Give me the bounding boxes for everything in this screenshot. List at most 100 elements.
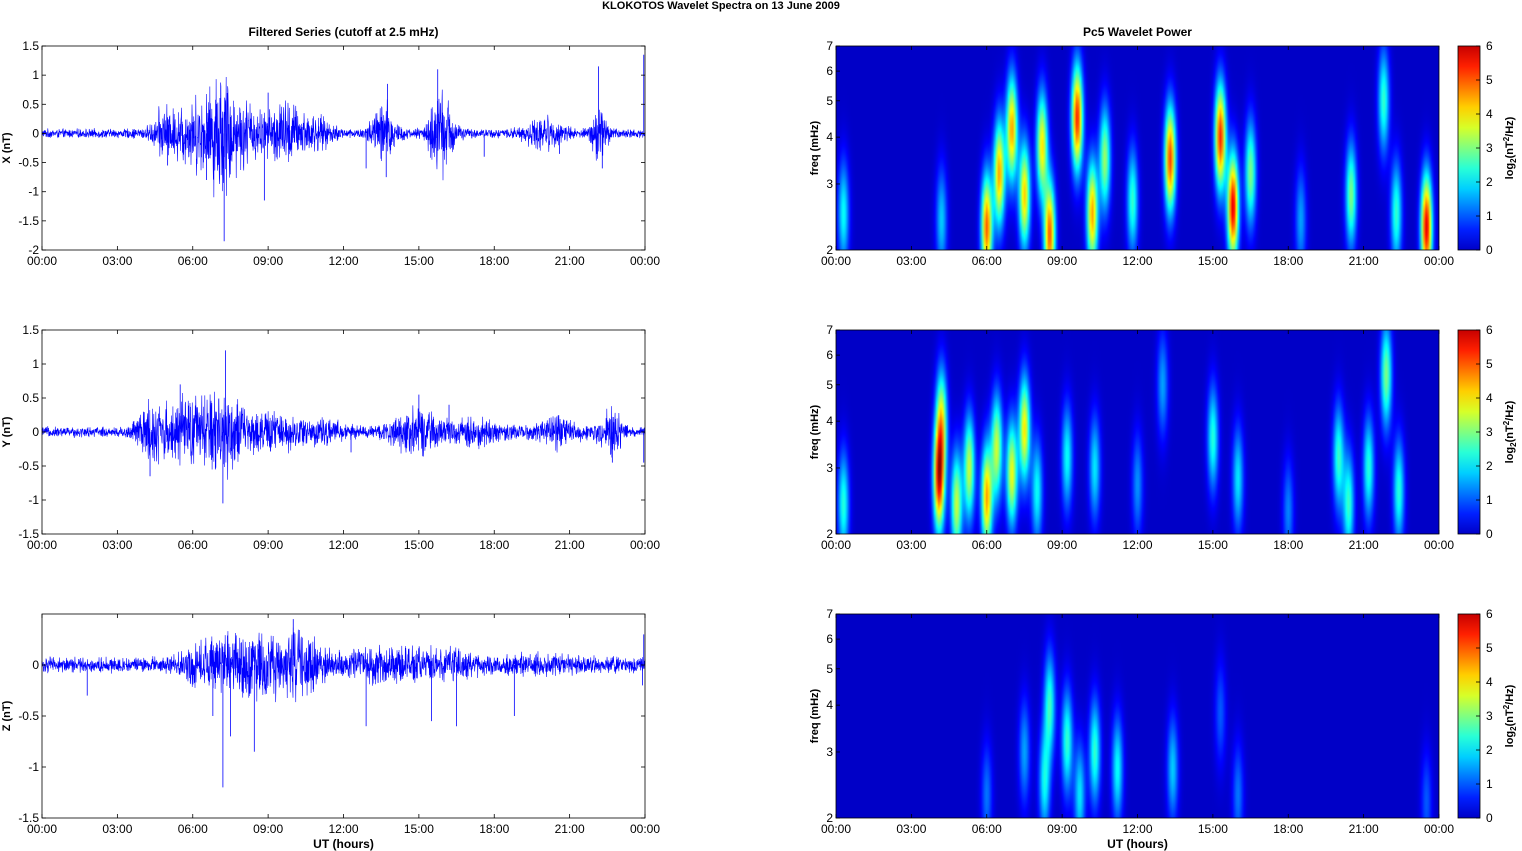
wavelet-x-tick-label: 06:00 [972,254,1002,268]
timeseries-x-tick-label: 00:00 [630,822,660,836]
wavelet-x-tick-label: 09:00 [1047,538,1077,552]
wavelet-power-map [836,614,1439,818]
wavelet-x-tick-label: 03:00 [896,822,926,836]
timeseries-x-tick-label: 06:00 [178,822,208,836]
timeseries-x-tick-label: 06:00 [178,538,208,552]
y-tick-label: 3 [826,461,833,475]
wavelet-x-tick-label: 00:00 [1424,254,1454,268]
wavelet-x-tick-label: 00:00 [1424,538,1454,552]
plot-area [42,46,645,250]
timeseries-x-tick-label: 00:00 [27,538,57,552]
y-tick-label: 4 [826,698,833,712]
colorbar-tick-label: 2 [1486,743,1493,757]
y-tick-label: 0 [32,658,39,672]
timeseries-x-tick-label: 09:00 [253,822,283,836]
timeseries-x-tick-label: 18:00 [479,822,509,836]
timeseries-x-tick-label: 03:00 [102,254,132,268]
y-tick-label: -0.5 [18,709,39,723]
colorbar-tick-label: 3 [1486,141,1493,155]
colorbar-tick-label: 2 [1486,459,1493,473]
y-tick-label: 3 [826,745,833,759]
colorbar-tick-label: 0 [1486,527,1493,541]
y-tick-label: 6 [826,64,833,78]
colorbar-tick-label: 6 [1486,39,1493,53]
colorbar-label: log2(nT2/Hz) [1502,400,1518,463]
y-tick-label: -1.5 [18,811,39,825]
timeseries-x-tick-label: 15:00 [404,254,434,268]
y-tick-label: 6 [826,632,833,646]
panel-title: Filtered Series (cutoff at 2.5 mHz) [248,25,438,39]
timeseries-panel-2: -1.5 -1 -0.5 0 0.5 1 1.5 00:00 03:00 06:00 09:00 12… [1,323,660,552]
colorbar-tick-label: 4 [1486,675,1493,689]
y-tick-label: -2 [28,243,39,257]
wavelet-x-tick-label: 03:00 [896,538,926,552]
colorbar-tick-label: 6 [1486,607,1493,621]
plot-area [42,614,645,818]
wavelet-x-tick-label: 12:00 [1122,822,1152,836]
timeseries-x-tick-label: 12:00 [328,822,358,836]
colorbar-tick-label: 2 [1486,175,1493,189]
wavelet-x-tick-label: 18:00 [1273,538,1303,552]
y-tick-label: 2 [826,243,833,257]
y-tick-label: 7 [826,607,833,621]
timeseries-x-tick-label: 00:00 [27,822,57,836]
y-tick-label: 1 [32,357,39,371]
y-tick-label: -1 [28,493,39,507]
timeseries-x-tick-label: 21:00 [555,538,585,552]
y-tick-label: 1 [32,68,39,82]
timeseries-panel-3: -1.5 -1 -0.5 0 00:00 03:00 06:00 09:00 12:00 15:0… [1,613,660,851]
colorbar-tick-label: 1 [1486,777,1493,791]
wavelet-power-map [836,46,1439,250]
y-tick-label: 2 [826,527,833,541]
x-axis-label: UT (hours) [313,837,374,851]
colorbar-tick-label: 0 [1486,811,1493,825]
wavelet-x-tick-label: 21:00 [1349,254,1379,268]
y-tick-label: -1 [28,185,39,199]
wavelet-x-tick-label: 15:00 [1198,538,1228,552]
wavelet-x-tick-label: 00:00 [821,822,851,836]
wavelet-x-tick-label: 15:00 [1198,822,1228,836]
colorbar-tick-label: 6 [1486,323,1493,337]
colorbar-tick-label: 4 [1486,391,1493,405]
wavelet-x-tick-label: 21:00 [1349,538,1379,552]
timeseries-x-tick-label: 00:00 [27,254,57,268]
y-axis-label: Z (nT) [1,700,13,731]
series-trace [41,391,646,480]
y-tick-label: 1.5 [22,323,39,337]
y-tick-label: -0.5 [18,156,39,170]
timeseries-x-tick-label: 00:00 [630,538,660,552]
timeseries-panel-1: -2 -1.5 -1 -0.5 0 0.5 1 1.5 00:00 03:00 06:00 09:00… [1,25,660,268]
y-tick-label: 0.5 [22,97,39,111]
wavelet-x-tick-label: 03:00 [896,254,926,268]
colorbar-tick-label: 5 [1486,357,1493,371]
colorbar-tick-label: 4 [1486,107,1493,121]
y-axis-label: freq (mHz) [809,120,821,175]
y-tick-label: 0 [32,425,39,439]
y-tick-label: -1.5 [18,214,39,228]
figure-title: KLOKOTOS Wavelet Spectra on 13 June 2009 [602,0,840,12]
y-tick-label: 5 [826,662,833,676]
wavelet-x-tick-label: 09:00 [1047,822,1077,836]
wavelet-x-tick-label: 21:00 [1349,822,1379,836]
y-tick-label: 3 [826,177,833,191]
series-trace [41,77,646,198]
y-tick-label: 1.5 [22,39,39,53]
colorbar-tick-label: 0 [1486,243,1493,257]
timeseries-x-tick-label: 18:00 [479,254,509,268]
wavelet-power-map [836,330,1439,534]
wavelet-panel-3: 2 3 4 5 6 7 00:00 03:00 06:00 09:00 12:00 15:00 18:0… [809,607,1518,851]
timeseries-x-tick-label: 21:00 [555,254,585,268]
wavelet-x-tick-label: 15:00 [1198,254,1228,268]
y-tick-label: -1 [28,760,39,774]
y-tick-label: 2 [826,811,833,825]
y-tick-label: -1.5 [18,527,39,541]
y-axis-label: freq (mHz) [809,404,821,459]
colorbar-tick-label: 3 [1486,709,1493,723]
colorbar-tick-label: 5 [1486,73,1493,87]
timeseries-x-tick-label: 15:00 [404,538,434,552]
y-tick-label: 5 [826,378,833,392]
y-tick-label: 7 [826,39,833,53]
wavelet-panel-2: 2 3 4 5 6 7 00:00 03:00 06:00 09:00 12:00 15:00 18:0… [809,323,1518,552]
wavelet-x-tick-label: 00:00 [821,254,851,268]
